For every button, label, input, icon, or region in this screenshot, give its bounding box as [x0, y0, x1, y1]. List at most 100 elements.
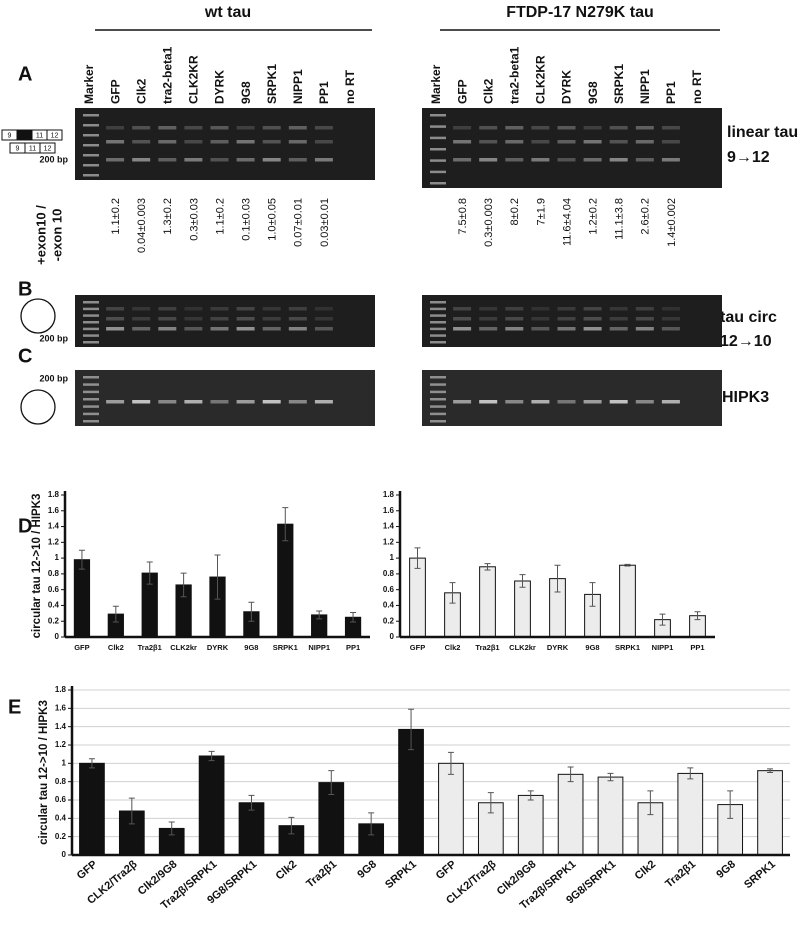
gel-band — [661, 317, 680, 321]
marker-band — [430, 334, 446, 337]
gel-band — [158, 126, 177, 130]
gel-band — [106, 307, 125, 311]
gel-band — [479, 327, 498, 331]
lane-label: tra2-beta1 — [160, 46, 174, 104]
marker-band — [430, 321, 446, 324]
marker-band — [430, 314, 446, 317]
error-bar — [316, 610, 323, 620]
x-tick-label: CLK2kr — [509, 643, 536, 652]
error-bar — [687, 767, 694, 780]
error-bar — [112, 605, 119, 623]
marker-band — [83, 334, 99, 337]
gel — [422, 370, 722, 426]
y-tick-label: 0 — [390, 632, 395, 641]
error-bar — [128, 797, 135, 825]
gel-band — [210, 400, 229, 404]
marker-band — [430, 341, 446, 344]
gel — [75, 370, 375, 426]
y-tick-label: 1.4 — [55, 722, 67, 731]
marker-band — [430, 398, 446, 401]
marker-band — [83, 321, 99, 324]
x-tick-label: SRPK1 — [383, 858, 419, 891]
exon-label: 10 — [21, 132, 29, 139]
lane-label: Clk2 — [134, 78, 148, 104]
lane-label: Marker — [429, 64, 443, 104]
gel-band — [609, 327, 628, 331]
gel-band — [158, 307, 177, 311]
gel-band — [288, 400, 307, 404]
gel-band — [158, 400, 177, 404]
y-tick-label: 1.4 — [383, 522, 395, 531]
gel-band — [184, 400, 203, 404]
gel-band — [314, 126, 333, 130]
gel-band — [158, 317, 177, 321]
ratio-value: 0.04±0.003 — [136, 198, 148, 253]
gel-band — [453, 307, 472, 311]
y-tick-label: 1.2 — [383, 537, 395, 546]
exon-label: 11 — [36, 132, 43, 139]
gel-band — [453, 140, 472, 144]
gel-band — [557, 400, 576, 404]
ratio-value: 1.2±0.2 — [588, 198, 600, 235]
marker-band — [430, 159, 446, 162]
marker-band — [83, 144, 99, 147]
gel-band — [661, 327, 680, 331]
lane-label: 9G8 — [586, 81, 600, 104]
gel-band — [583, 140, 602, 144]
x-tick-label: SRPK1 — [615, 643, 640, 652]
y-tick-label: 0 — [55, 632, 60, 641]
gel — [422, 108, 722, 188]
x-tick-label: DYRK — [207, 643, 229, 652]
marker-band — [430, 301, 446, 304]
gel-band — [106, 327, 125, 331]
error-bar — [554, 564, 561, 593]
gel-band — [583, 158, 602, 162]
marker-band — [430, 390, 446, 394]
error-bar — [767, 768, 774, 773]
y-tick-label: 1.4 — [48, 522, 60, 531]
error-bar — [78, 549, 85, 570]
panel-letter: B — [18, 278, 32, 300]
y-tick-label: 1 — [62, 758, 67, 767]
error-bar — [727, 790, 734, 819]
gel-band — [453, 158, 472, 162]
x-tick-label: Clk2 — [445, 643, 461, 652]
x-tick-label: PP1 — [690, 643, 704, 652]
marker-band — [430, 412, 446, 416]
gel-band — [106, 317, 125, 321]
gel-band — [262, 158, 281, 162]
marker-band — [430, 136, 446, 140]
error-bar — [180, 572, 187, 598]
error-bar — [659, 613, 666, 626]
bar — [619, 564, 636, 638]
gel-band — [661, 307, 680, 311]
panel-letter: D — [18, 515, 32, 537]
x-tick-label: GFP — [434, 858, 459, 882]
y-tick-label: 1.6 — [55, 703, 67, 712]
gel-band — [236, 307, 255, 311]
exon-label: 12 — [44, 145, 52, 152]
gel-band — [262, 126, 281, 130]
gel-band — [557, 140, 576, 144]
gel-band — [210, 140, 229, 144]
gel-band — [661, 158, 680, 162]
x-tick-label: SRPK1 — [742, 858, 778, 891]
error-bar — [368, 812, 375, 836]
panel-letter: A — [18, 63, 32, 85]
marker-band — [83, 420, 99, 423]
error-bar — [449, 582, 456, 604]
bar — [479, 566, 496, 638]
gel-band — [288, 317, 307, 321]
x-tick-label: DYRK — [547, 643, 569, 652]
error-bar — [487, 792, 494, 814]
x-tick-label: NIPP1 — [652, 643, 674, 652]
error-bar — [248, 601, 255, 622]
x-tick-label: Tra2β1 — [138, 643, 162, 652]
ratio-label: +exon10 / — [33, 205, 48, 265]
error-bar — [168, 821, 175, 836]
gel-band — [505, 400, 524, 404]
gel-band — [583, 327, 602, 331]
gel-band — [236, 317, 255, 321]
gel-band — [288, 158, 307, 162]
